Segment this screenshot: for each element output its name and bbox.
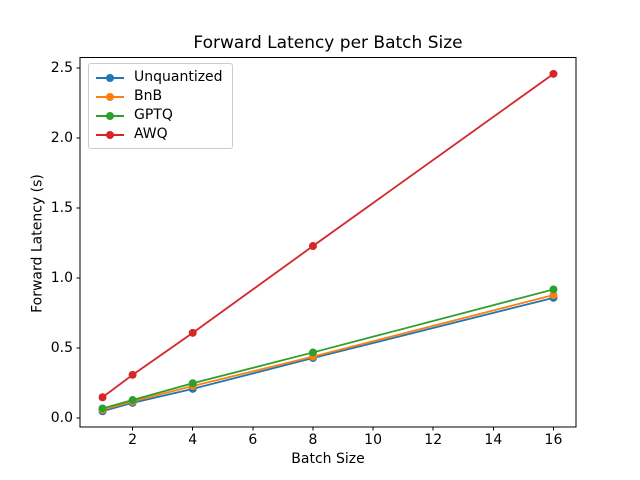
- legend-dot-icon: [106, 111, 114, 120]
- x-tick-label: 12: [424, 432, 443, 449]
- axes-frame: [79, 57, 577, 428]
- legend-label: GPTQ: [134, 107, 173, 123]
- x-tick-label: 16: [544, 432, 563, 449]
- data-point-marker-awq: [188, 328, 197, 337]
- y-tick-label: 2.0: [50, 130, 73, 147]
- series-line-unquantized: [102, 296, 554, 413]
- legend-marker-icon: [96, 73, 124, 83]
- data-point-marker-awq: [98, 393, 107, 402]
- x-tick-label: 6: [248, 432, 258, 449]
- data-point-marker-gptq: [308, 348, 317, 357]
- legend-label: AWQ: [134, 126, 168, 142]
- legend-item-gptq: GPTQ: [96, 106, 223, 125]
- data-point-marker-bnb: [549, 291, 558, 300]
- y-tick-label: 0.0: [50, 410, 73, 427]
- data-point-marker-gptq: [98, 404, 107, 413]
- legend-item-awq: AWQ: [96, 125, 223, 144]
- y-tick-label: 1.5: [50, 200, 73, 217]
- y-tick-label: 0.5: [50, 340, 73, 357]
- x-tick-label: 14: [484, 432, 503, 449]
- data-point-marker-gptq: [128, 396, 137, 405]
- y-tick-label: 2.5: [50, 60, 73, 77]
- legend-dot-icon: [106, 92, 114, 101]
- x-tick-label: 10: [364, 432, 382, 449]
- legend-dot-icon: [106, 130, 114, 139]
- x-tick-label: 8: [308, 432, 318, 449]
- x-axis-label: Batch Size: [291, 451, 365, 467]
- legend-label: BnB: [134, 88, 163, 104]
- y-axis-label: Forward Latency (s): [29, 174, 46, 313]
- data-point-marker-gptq: [549, 285, 558, 294]
- legend-marker-icon: [96, 92, 124, 102]
- legend: Unquantized BnB GPTQ AWQ: [88, 63, 233, 149]
- data-point-marker-gptq: [188, 379, 197, 388]
- legend-marker-icon: [96, 111, 124, 121]
- chart-title: Forward Latency per Batch Size: [193, 33, 463, 53]
- legend-dot-icon: [106, 73, 114, 82]
- legend-item-unquantized: Unquantized: [96, 68, 223, 87]
- y-tick-label: 1.0: [50, 270, 73, 287]
- legend-marker-icon: [96, 130, 124, 140]
- x-tick-label: 4: [188, 432, 198, 449]
- x-tick-label: 2: [128, 432, 138, 449]
- legend-label: Unquantized: [134, 69, 223, 85]
- legend-item-bnb: BnB: [96, 87, 223, 106]
- data-point-marker-awq: [549, 69, 558, 78]
- series-line-bnb: [102, 294, 554, 411]
- data-point-marker-awq: [308, 242, 317, 251]
- data-point-marker-awq: [128, 370, 137, 379]
